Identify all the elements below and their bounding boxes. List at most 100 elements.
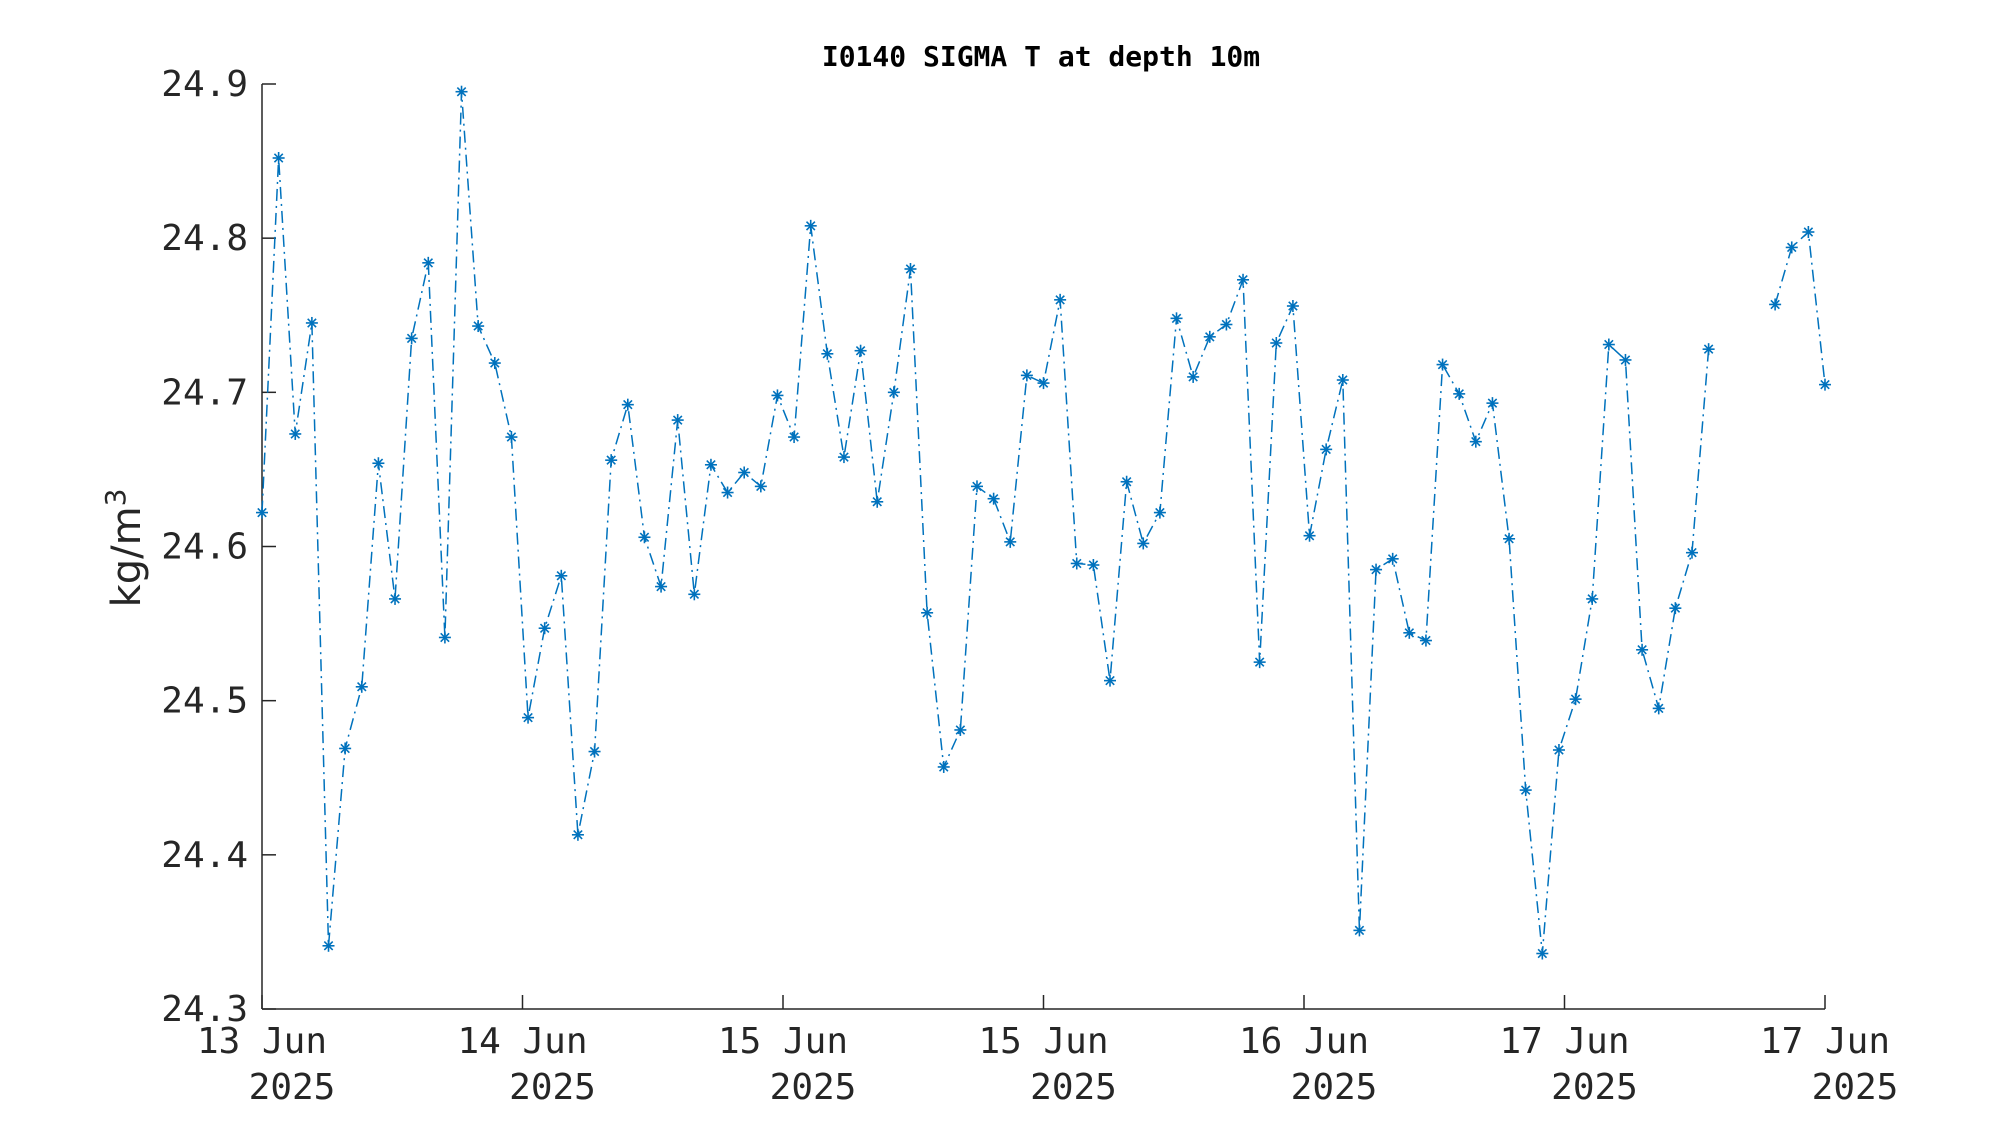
marker-stroke: [1770, 299, 1780, 310]
data-point: [671, 414, 684, 427]
marker-stroke: [1005, 537, 1016, 547]
data-point: [987, 492, 1000, 505]
x-tick-label-year: 2025: [1551, 1067, 1638, 1108]
data-point: [505, 431, 518, 444]
marker-stroke: [1570, 694, 1581, 704]
marker-stroke: [290, 429, 301, 439]
data-point: [688, 588, 701, 601]
data-point: [771, 389, 784, 402]
data-point: [1802, 226, 1815, 238]
marker-stroke: [938, 762, 949, 772]
data-point: [1070, 557, 1083, 570]
data-point: [1486, 397, 1499, 410]
data-point: [405, 332, 418, 345]
data-point: [1253, 656, 1266, 669]
x-tick-label-year: 2025: [1030, 1067, 1117, 1108]
data-point: [704, 458, 717, 471]
marker-stroke: [1121, 476, 1132, 487]
marker-stroke: [1404, 628, 1415, 638]
marker-stroke: [1554, 745, 1564, 755]
data-point: [621, 398, 634, 411]
data-point: [1503, 532, 1516, 545]
data-point: [854, 344, 867, 357]
marker-stroke: [623, 399, 633, 410]
marker-stroke: [390, 594, 400, 604]
marker-stroke: [706, 460, 716, 470]
marker-stroke: [1138, 538, 1149, 549]
data-point: [754, 480, 767, 493]
marker-stroke: [490, 358, 500, 368]
marker-stroke: [1254, 657, 1265, 667]
data-point: [738, 466, 751, 479]
marker-stroke: [1022, 370, 1032, 381]
marker-stroke: [805, 221, 816, 231]
data-point: [1769, 298, 1782, 311]
x-tick-label: 15 Jun: [718, 1021, 848, 1062]
x-tick-label: 17 Jun: [1499, 1021, 1629, 1062]
data-point: [1469, 435, 1482, 448]
marker-stroke: [1703, 344, 1714, 354]
marker-stroke: [323, 941, 334, 951]
marker-stroke: [423, 258, 434, 268]
data-point: [1286, 300, 1299, 312]
x-tick-label-year: 2025: [249, 1067, 336, 1108]
x-tick-label-year: 2025: [509, 1067, 596, 1108]
marker-stroke: [1637, 645, 1647, 655]
marker-stroke: [440, 632, 450, 643]
data-point: [422, 256, 435, 269]
data-point: [605, 454, 618, 467]
data-point: [588, 745, 601, 758]
marker-stroke: [1454, 389, 1464, 399]
marker-stroke: [406, 333, 417, 344]
marker-stroke: [1271, 338, 1282, 348]
marker-stroke: [1820, 379, 1830, 390]
marker-stroke: [1055, 295, 1065, 305]
data-point: [522, 711, 535, 724]
x-tick-label: 14 Jun: [457, 1021, 587, 1062]
marker-stroke: [257, 507, 267, 518]
marker-stroke: [1155, 507, 1165, 518]
marker-stroke: [1504, 534, 1514, 544]
marker-stroke: [307, 318, 317, 328]
data-point: [1436, 358, 1449, 371]
data-point: [804, 219, 817, 232]
data-point: [305, 316, 318, 329]
marker-stroke: [573, 830, 583, 840]
data-point: [1619, 353, 1632, 366]
data-point: [1004, 535, 1017, 548]
marker-stroke: [539, 623, 550, 633]
marker-stroke: [972, 481, 982, 492]
data-point: [1636, 643, 1649, 656]
data-point: [1104, 674, 1117, 687]
data-point: [1336, 374, 1349, 386]
marker-stroke: [922, 608, 932, 618]
marker-stroke: [506, 432, 517, 442]
marker-stroke: [1421, 635, 1431, 646]
data-point: [921, 606, 934, 619]
data-point: [1187, 370, 1200, 383]
data-point: [389, 592, 402, 605]
marker-stroke: [1471, 436, 1481, 447]
marker-stroke: [456, 86, 467, 97]
marker-stroke: [1221, 319, 1232, 330]
data-point: [821, 347, 834, 360]
data-point: [1303, 529, 1316, 542]
marker-stroke: [556, 571, 567, 581]
data-point: [1353, 924, 1366, 937]
data-point: [1220, 318, 1233, 331]
data-point: [355, 680, 368, 693]
data-point: [256, 506, 268, 519]
marker-stroke: [1437, 359, 1448, 370]
data-point: [1685, 546, 1698, 559]
data-point: [1536, 947, 1549, 960]
marker-stroke: [1038, 378, 1049, 388]
data-point: [1602, 338, 1615, 351]
data-point: [1087, 559, 1100, 571]
data-point: [904, 263, 917, 275]
data-point: [1785, 241, 1798, 254]
data-point: [1120, 475, 1133, 488]
marker-stroke: [606, 455, 616, 465]
marker-stroke: [1803, 227, 1814, 237]
marker-stroke: [1088, 560, 1099, 570]
